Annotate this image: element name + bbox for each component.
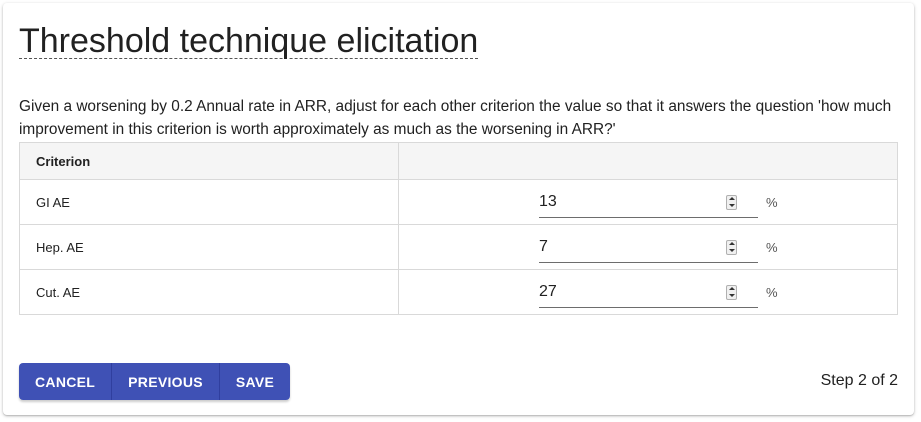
page-title[interactable]: Threshold technique elicitation bbox=[19, 22, 479, 60]
criterion-name: Cut. AE bbox=[19, 269, 399, 315]
value-field bbox=[539, 231, 758, 263]
value-input-group: % bbox=[539, 231, 881, 263]
criteria-table: Criterion GI AE % Hep. AE bbox=[19, 142, 898, 315]
number-spinner-icon[interactable] bbox=[726, 284, 737, 300]
number-spinner-icon[interactable] bbox=[726, 239, 737, 255]
unit-label: % bbox=[766, 194, 778, 210]
step-indicator: Step 2 of 2 bbox=[820, 372, 898, 389]
unit-label: % bbox=[766, 284, 778, 300]
increment-arrow-icon[interactable] bbox=[728, 287, 735, 291]
decrement-arrow-icon[interactable] bbox=[728, 203, 735, 207]
table-row: Cut. AE % bbox=[19, 269, 898, 315]
table-row: GI AE % bbox=[19, 179, 898, 225]
value-input-group: % bbox=[539, 276, 881, 308]
increment-arrow-icon[interactable] bbox=[728, 242, 735, 246]
value-cell: % bbox=[398, 179, 898, 225]
criterion-column-header: Criterion bbox=[19, 142, 399, 180]
unit-label: % bbox=[766, 239, 778, 255]
increment-arrow-icon[interactable] bbox=[728, 197, 735, 201]
cancel-button[interactable]: CANCEL bbox=[19, 363, 112, 400]
value-field bbox=[539, 186, 758, 218]
value-column-header bbox=[398, 142, 898, 180]
value-input[interactable] bbox=[539, 231, 758, 262]
criterion-name: Hep. AE bbox=[19, 224, 399, 270]
previous-button[interactable]: PREVIOUS bbox=[111, 363, 219, 400]
table-row: Hep. AE % bbox=[19, 224, 898, 270]
action-button-group: CANCEL PREVIOUS SAVE bbox=[19, 363, 291, 400]
value-input[interactable] bbox=[539, 276, 758, 307]
decrement-arrow-icon[interactable] bbox=[728, 293, 735, 297]
decrement-arrow-icon[interactable] bbox=[728, 248, 735, 252]
instructions-text: Given a worsening by 0.2 Annual rate in … bbox=[19, 98, 892, 138]
elicitation-card: Threshold technique elicitation Given a … bbox=[3, 3, 914, 415]
criterion-name: GI AE bbox=[19, 179, 399, 225]
value-input[interactable] bbox=[539, 186, 758, 217]
value-cell: % bbox=[398, 269, 898, 315]
value-cell: % bbox=[398, 224, 898, 270]
number-spinner-icon[interactable] bbox=[726, 194, 737, 210]
value-input-group: % bbox=[539, 186, 881, 218]
value-field bbox=[539, 276, 758, 308]
table-header-row: Criterion bbox=[19, 142, 898, 180]
save-button[interactable]: SAVE bbox=[218, 363, 291, 400]
